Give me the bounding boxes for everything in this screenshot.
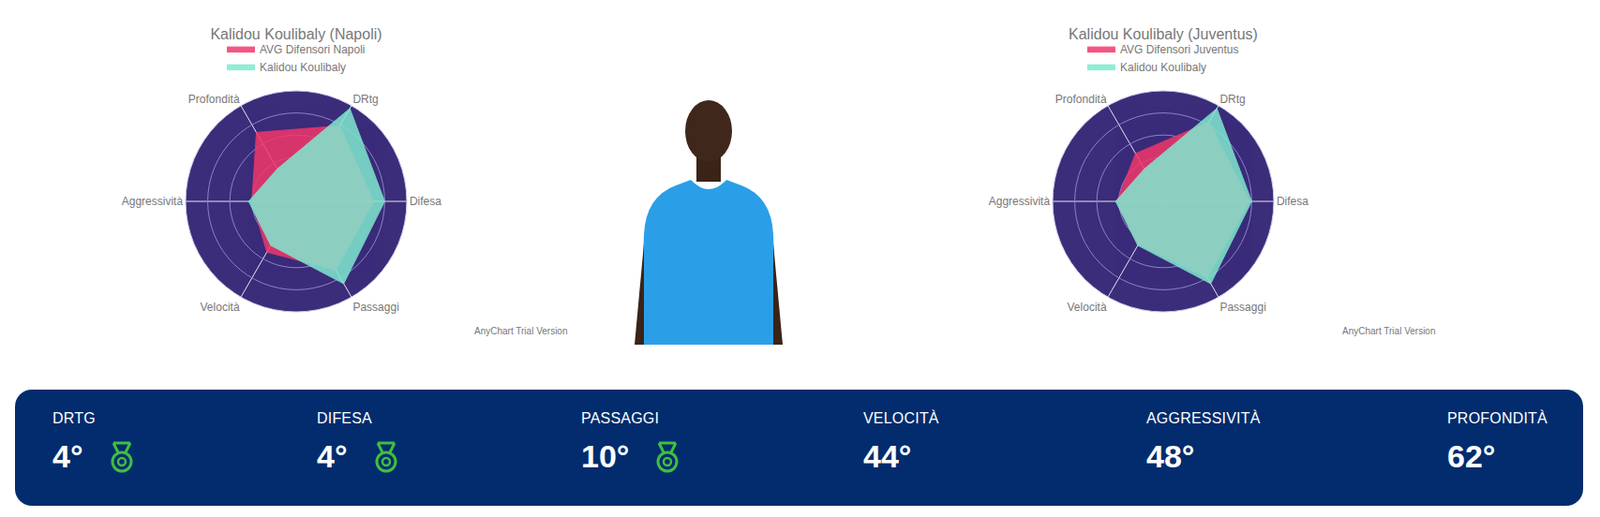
html-text:DIFESA: DIFESA [316,410,373,427]
svg-text:AVG Difensori Juventus: AVG Difensori Juventus [1120,43,1240,57]
svg-text:Profondità: Profondità [1055,92,1107,106]
html-text:AnyChart Trial Version: AnyChart Trial Version [474,326,568,337]
html-text:4°: 4° [316,438,348,475]
svg-text:Kalidou Koulibaly: Kalidou Koulibaly [1120,60,1207,75]
html-text:44°: 44° [863,438,912,475]
html-text:PASSAGGI: PASSAGGI [581,410,660,427]
svg-text:Passaggi: Passaggi [352,300,399,315]
svg-text:Velocità: Velocità [1067,300,1107,315]
html-text:PROFONDITÀ: PROFONDITÀ [1447,410,1548,427]
html-text:62°: 62° [1447,438,1496,475]
html-text:AnyChart Trial Version: AnyChart Trial Version [1342,326,1436,337]
svg-text:Velocità: Velocità [200,300,240,315]
svg-text:Profondità: Profondità [188,92,240,106]
html-text:DRTG: DRTG [52,410,96,427]
svg-text:Kalidou Koulibaly (Juventus): Kalidou Koulibaly (Juventus) [1068,26,1258,43]
html-text:48°: 48° [1146,438,1195,475]
svg-text:DRtg: DRtg [352,92,378,106]
svg-text:Passaggi: Passaggi [1219,300,1266,315]
html-text:4°: 4° [52,438,83,475]
html-text:10°: 10° [581,438,630,475]
svg-text:Difesa: Difesa [1276,194,1309,209]
html-text:AGGRESSIVITÀ: AGGRESSIVITÀ [1146,410,1261,427]
html-text:VELOCITÀ: VELOCITÀ [863,410,939,427]
svg-text:Kalidou Koulibaly (Napoli): Kalidou Koulibaly (Napoli) [209,26,382,43]
svg-text:Aggressività: Aggressività [121,194,184,209]
svg-text:DRtg: DRtg [1219,92,1245,106]
svg-text:Kalidou Koulibaly: Kalidou Koulibaly [259,60,346,75]
svg-text:AVG Difensori Napoli: AVG Difensori Napoli [259,43,366,57]
svg-text:Aggressività: Aggressività [988,194,1051,209]
svg-text:Difesa: Difesa [409,194,442,209]
